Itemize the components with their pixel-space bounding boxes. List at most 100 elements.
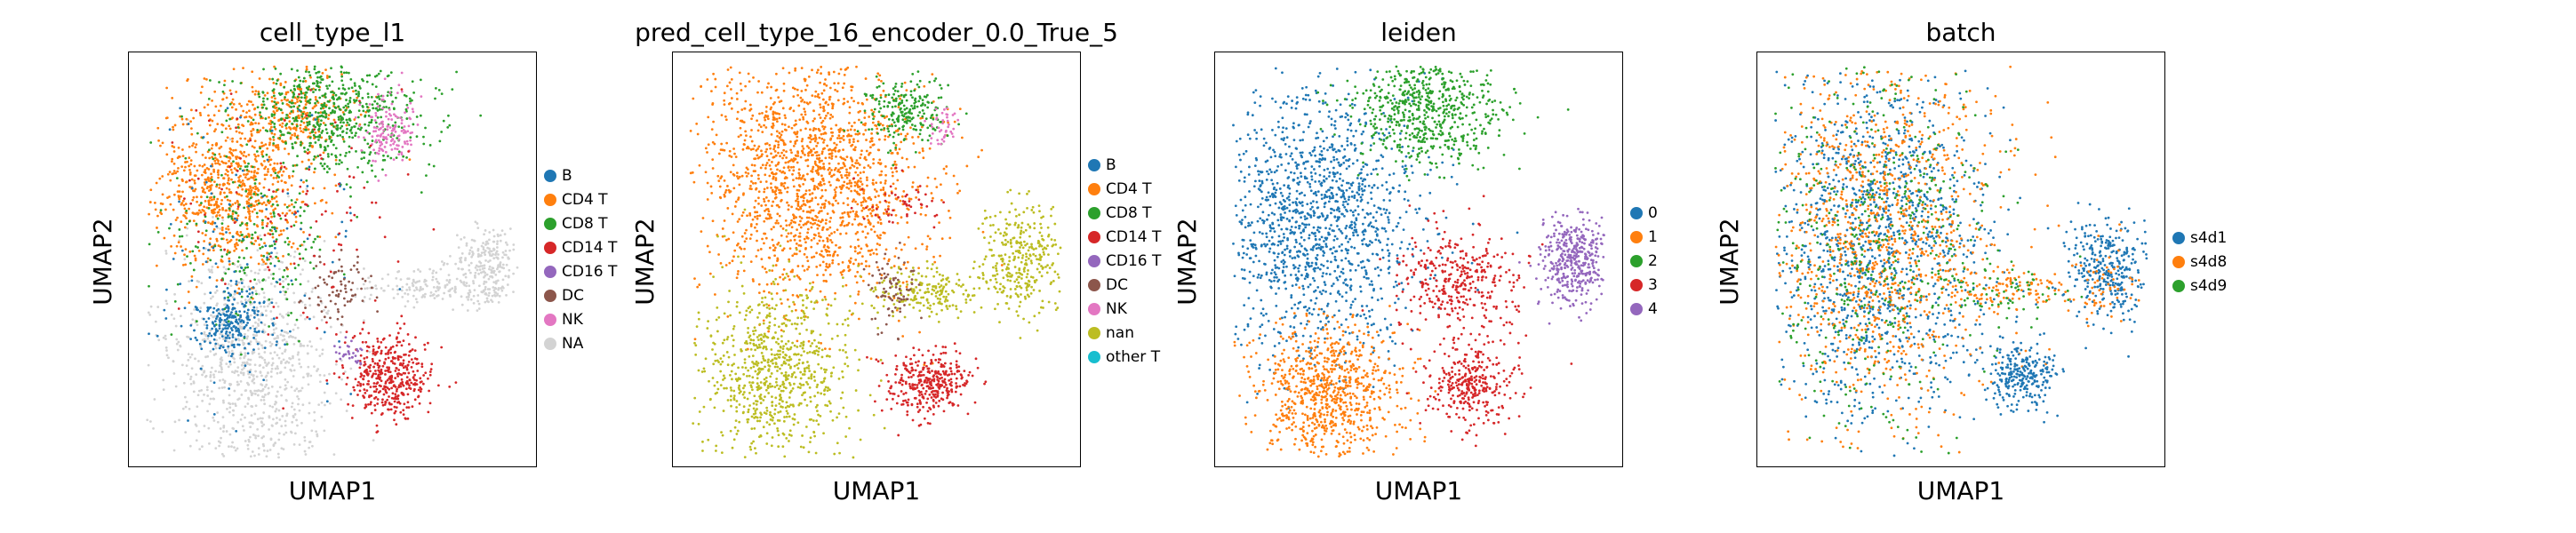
scatter-point: [236, 207, 240, 211]
scatter-point: [161, 141, 164, 145]
scatter-point: [203, 425, 206, 427]
scatter-point: [273, 65, 276, 68]
scatter-point: [283, 268, 286, 272]
scatter-point: [203, 340, 206, 343]
scatter-point: [380, 140, 383, 144]
scatter-point: [760, 91, 764, 94]
scatter-point: [262, 291, 266, 295]
scatter-point: [454, 287, 457, 290]
scatter-point: [202, 317, 205, 321]
scatter-point: [234, 449, 237, 452]
scatter-point: [191, 250, 195, 253]
scatter-point: [222, 323, 226, 327]
scatter-point: [797, 223, 801, 227]
scatter-point: [301, 117, 304, 121]
scatter-point: [799, 96, 803, 99]
scatter-point: [234, 202, 237, 205]
scatter-point: [807, 216, 811, 219]
scatter-point: [492, 235, 496, 238]
scatter-point: [274, 207, 277, 211]
scatter-point: [244, 274, 248, 277]
scatter-point: [378, 384, 381, 387]
scatter-point: [254, 290, 258, 293]
scatter-point: [308, 111, 312, 115]
scatter-point: [352, 90, 355, 93]
scatter-point: [209, 376, 212, 378]
scatter-point: [830, 155, 834, 158]
scatter-point: [312, 240, 316, 243]
scatter-point: [269, 220, 272, 223]
scatter-point: [821, 125, 824, 128]
scatter-point: [282, 170, 285, 173]
scatter-point: [288, 240, 292, 243]
scatter-point: [321, 78, 324, 81]
scatter-point: [314, 111, 317, 114]
scatter-point: [163, 308, 166, 312]
scatter-point: [804, 222, 807, 226]
scatter-point: [484, 300, 487, 304]
scatter-point: [355, 122, 358, 125]
scatter-point: [829, 217, 833, 219]
scatter-point: [340, 265, 343, 268]
scatter-point: [484, 274, 487, 277]
scatter-point: [228, 337, 231, 339]
scatter-point: [743, 143, 746, 147]
scatter-point: [875, 190, 878, 193]
scatter-point: [221, 307, 225, 311]
scatter-point: [200, 282, 204, 285]
scatter-point: [707, 143, 710, 147]
scatter-point: [210, 164, 212, 168]
scatter-point: [369, 363, 372, 367]
scatter-point: [464, 275, 468, 279]
scatter-point: [248, 215, 252, 218]
scatter-point: [361, 171, 364, 174]
scatter-point: [253, 190, 256, 194]
scatter-point: [406, 173, 410, 176]
scatter-point: [482, 270, 485, 274]
scatter-point: [349, 110, 353, 114]
scatter-point: [319, 146, 323, 148]
scatter-point: [274, 442, 276, 445]
scatter-plot: [146, 65, 519, 459]
scatter-point: [288, 100, 292, 104]
scatter-point: [334, 147, 338, 150]
scatter-point: [276, 367, 279, 370]
scatter-point: [200, 388, 204, 392]
scatter-point: [259, 111, 261, 115]
scatter-point: [499, 261, 502, 264]
scatter-point: [197, 280, 200, 283]
scatter-point: [264, 117, 268, 120]
scatter-point: [316, 135, 319, 139]
scatter-point: [312, 123, 316, 127]
scatter-point: [319, 297, 322, 300]
scatter-point: [279, 333, 283, 337]
scatter-point: [421, 294, 425, 297]
scatter-point: [253, 208, 256, 211]
scatter-point: [914, 247, 917, 251]
scatter-point: [790, 226, 794, 229]
scatter-point: [338, 163, 340, 166]
scatter-point: [389, 139, 393, 143]
scatter-point: [837, 134, 841, 138]
scatter-point: [257, 324, 260, 328]
scatter-point: [209, 379, 212, 383]
scatter-point: [366, 142, 370, 146]
scatter-point: [249, 358, 252, 362]
scatter-point: [260, 238, 263, 241]
scatter-point: [874, 195, 877, 199]
scatter-point: [477, 307, 481, 310]
scatter-point: [308, 85, 311, 88]
scatter-point: [268, 415, 271, 418]
scatter-point: [448, 290, 452, 292]
scatter-point: [285, 343, 289, 346]
scatter-point: [382, 289, 386, 292]
scatter-point: [318, 260, 322, 264]
scatter-point: [783, 187, 787, 190]
scatter-point: [214, 346, 218, 350]
scatter-point: [401, 285, 404, 289]
scatter-point: [708, 272, 712, 275]
scatter-point: [199, 306, 203, 309]
scatter-point: [342, 273, 346, 276]
scatter-point: [325, 282, 329, 286]
scatter-point: [172, 449, 176, 452]
